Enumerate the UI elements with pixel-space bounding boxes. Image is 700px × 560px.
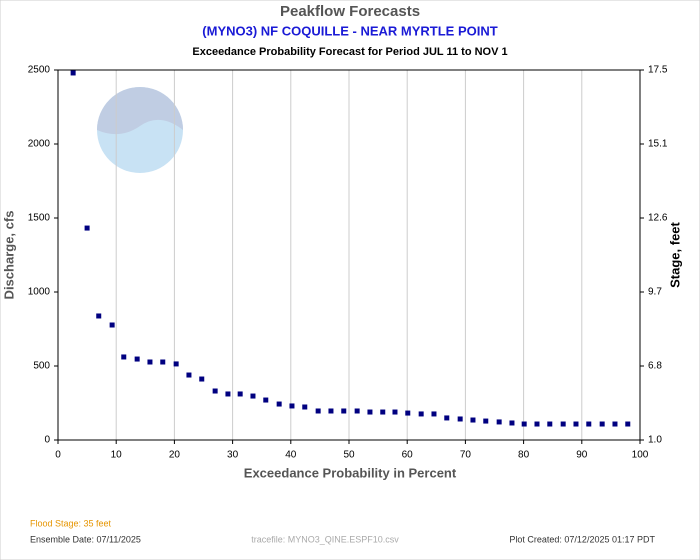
point [121, 354, 127, 360]
point [521, 421, 527, 427]
point [289, 403, 295, 409]
x-tick-label: 90 [576, 450, 588, 461]
y-tick-label: 0 [44, 435, 50, 446]
chart-caption: Exceedance Probability Forecast for Peri… [192, 46, 507, 58]
chart-subtitle: (MYNO3) NF COQUILLE - NEAR MYRTLE POINT [202, 23, 497, 38]
tracefile: tracefile: MYNO3_QINE.ESPF10.csv [251, 534, 399, 544]
point [380, 409, 386, 415]
point [96, 313, 102, 319]
point [547, 421, 553, 427]
point [470, 417, 476, 423]
point [534, 421, 540, 427]
point [625, 421, 631, 427]
point [134, 356, 140, 362]
point [483, 418, 489, 424]
point [354, 408, 360, 414]
point [250, 393, 256, 399]
point [315, 408, 321, 414]
point [109, 322, 115, 328]
y2-tick-label: 15.1 [648, 139, 668, 150]
point [509, 420, 515, 426]
point [405, 410, 411, 416]
point [70, 70, 76, 76]
point [302, 404, 308, 410]
point [328, 408, 334, 414]
point [160, 359, 166, 365]
point [199, 376, 205, 382]
point [173, 361, 179, 367]
flood-stage: Flood Stage: 35 feet [30, 518, 112, 528]
x-tick-label: 80 [518, 450, 530, 461]
point [496, 419, 502, 425]
ensemble-date: Ensemble Date: 07/11/2025 [30, 534, 141, 544]
point [612, 421, 618, 427]
y-axis-label: Discharge, cfs [1, 211, 16, 300]
point [341, 408, 347, 414]
point [237, 391, 243, 397]
point [276, 401, 282, 407]
point [457, 416, 463, 422]
chart-title: Peakflow Forecasts [280, 3, 420, 20]
noaa-logo [97, 87, 183, 173]
x-tick-label: 60 [402, 450, 414, 461]
y2-tick-label: 9.7 [648, 287, 662, 298]
x-axis-label: Exceedance Probability in Percent [244, 465, 457, 480]
point [444, 415, 450, 421]
y-tick-label: 500 [33, 361, 50, 372]
point [573, 421, 579, 427]
x-tick-label: 20 [169, 450, 181, 461]
y2-tick-label: 17.5 [648, 65, 668, 76]
x-tick-label: 70 [460, 450, 472, 461]
plot-created: Plot Created: 07/12/2025 01:17 PDT [509, 534, 655, 544]
point [586, 421, 592, 427]
point [431, 411, 437, 417]
point [263, 397, 269, 403]
point [225, 391, 231, 397]
x-tick-label: 10 [111, 450, 123, 461]
point [418, 411, 424, 417]
x-tick-label: 0 [55, 450, 61, 461]
point [84, 225, 90, 231]
point [212, 388, 218, 394]
point [186, 372, 192, 378]
x-tick-label: 100 [632, 450, 649, 461]
point [147, 359, 153, 365]
x-tick-label: 40 [285, 450, 297, 461]
x-tick-label: 50 [343, 450, 355, 461]
y2-tick-label: 6.8 [648, 361, 662, 372]
y-tick-label: 2000 [28, 139, 51, 150]
point [367, 409, 373, 415]
y2-axis-label: Stage, feet [667, 221, 682, 287]
y-tick-label: 1500 [28, 213, 51, 224]
point [560, 421, 566, 427]
y-tick-label: 1000 [28, 287, 51, 298]
y2-tick-label: 1.0 [648, 435, 662, 446]
point [392, 409, 398, 415]
x-tick-label: 30 [227, 450, 239, 461]
y-tick-label: 2500 [28, 65, 51, 76]
point [599, 421, 605, 427]
y2-tick-label: 12.6 [648, 213, 668, 224]
plot-frame [57, 69, 641, 441]
